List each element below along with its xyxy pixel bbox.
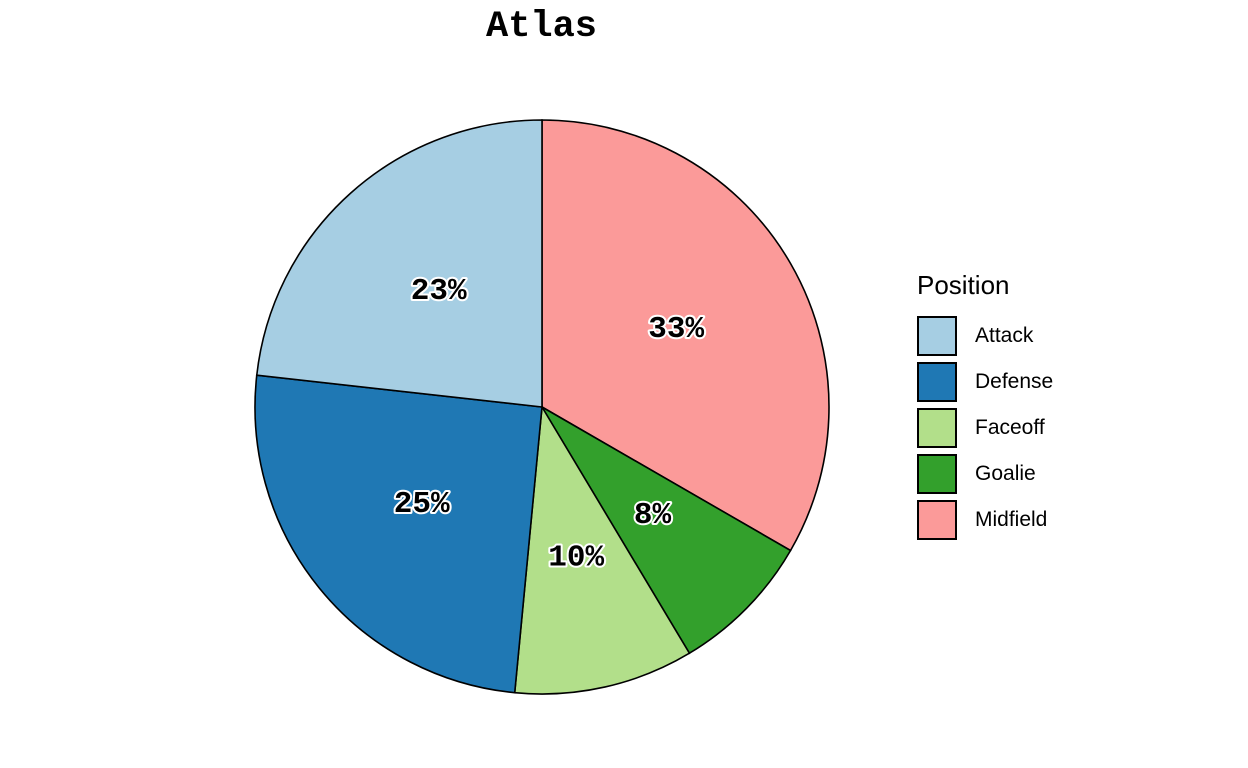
pie-slice-goalie (539, 404, 792, 655)
pie-slice-midfield (541, 119, 830, 552)
legend-label-defense: Defense (975, 370, 1054, 393)
legend-label-midfield: Midfield (975, 508, 1048, 531)
legend-items: Attack Defense Faceoff Goalie Midfield (917, 313, 1053, 543)
chart-title: Atlas (485, 6, 598, 48)
pie-slice-defense (254, 374, 543, 694)
legend-key-attack (917, 316, 957, 356)
pie-label-attack: 23% (411, 274, 467, 309)
legend-label-faceoff: Faceoff (975, 416, 1045, 439)
legend-item-attack: Attack (917, 313, 1053, 359)
legend-key-faceoff (917, 408, 957, 448)
pie-value-labels: 33% 8% 10% 25% 23% (392, 272, 707, 578)
legend: Position Attack Defense Faceoff Goalie Midfi… (917, 270, 1053, 543)
legend-item-faceoff: Faceoff (917, 405, 1053, 451)
pie-slice-attack (255, 119, 543, 408)
legend-key-goalie (917, 454, 957, 494)
legend-label-goalie: Goalie (975, 462, 1036, 485)
legend-title: Position (917, 270, 1010, 300)
pie-slices (254, 119, 830, 695)
legend-item-midfield: Midfield (917, 497, 1053, 543)
legend-key-defense (917, 362, 957, 402)
pie-label-defense: 25% (394, 487, 450, 522)
legend-item-goalie: Goalie (917, 451, 1053, 497)
legend-key-midfield (917, 500, 957, 540)
pie-label-goalie: 8% (634, 498, 672, 533)
pie-slice-faceoff (513, 404, 691, 695)
legend-item-defense: Defense (917, 359, 1053, 405)
legend-label-attack: Attack (975, 324, 1034, 347)
pie-label-faceoff: 10% (548, 541, 604, 576)
pie-label-midfield: 33% (648, 312, 704, 347)
